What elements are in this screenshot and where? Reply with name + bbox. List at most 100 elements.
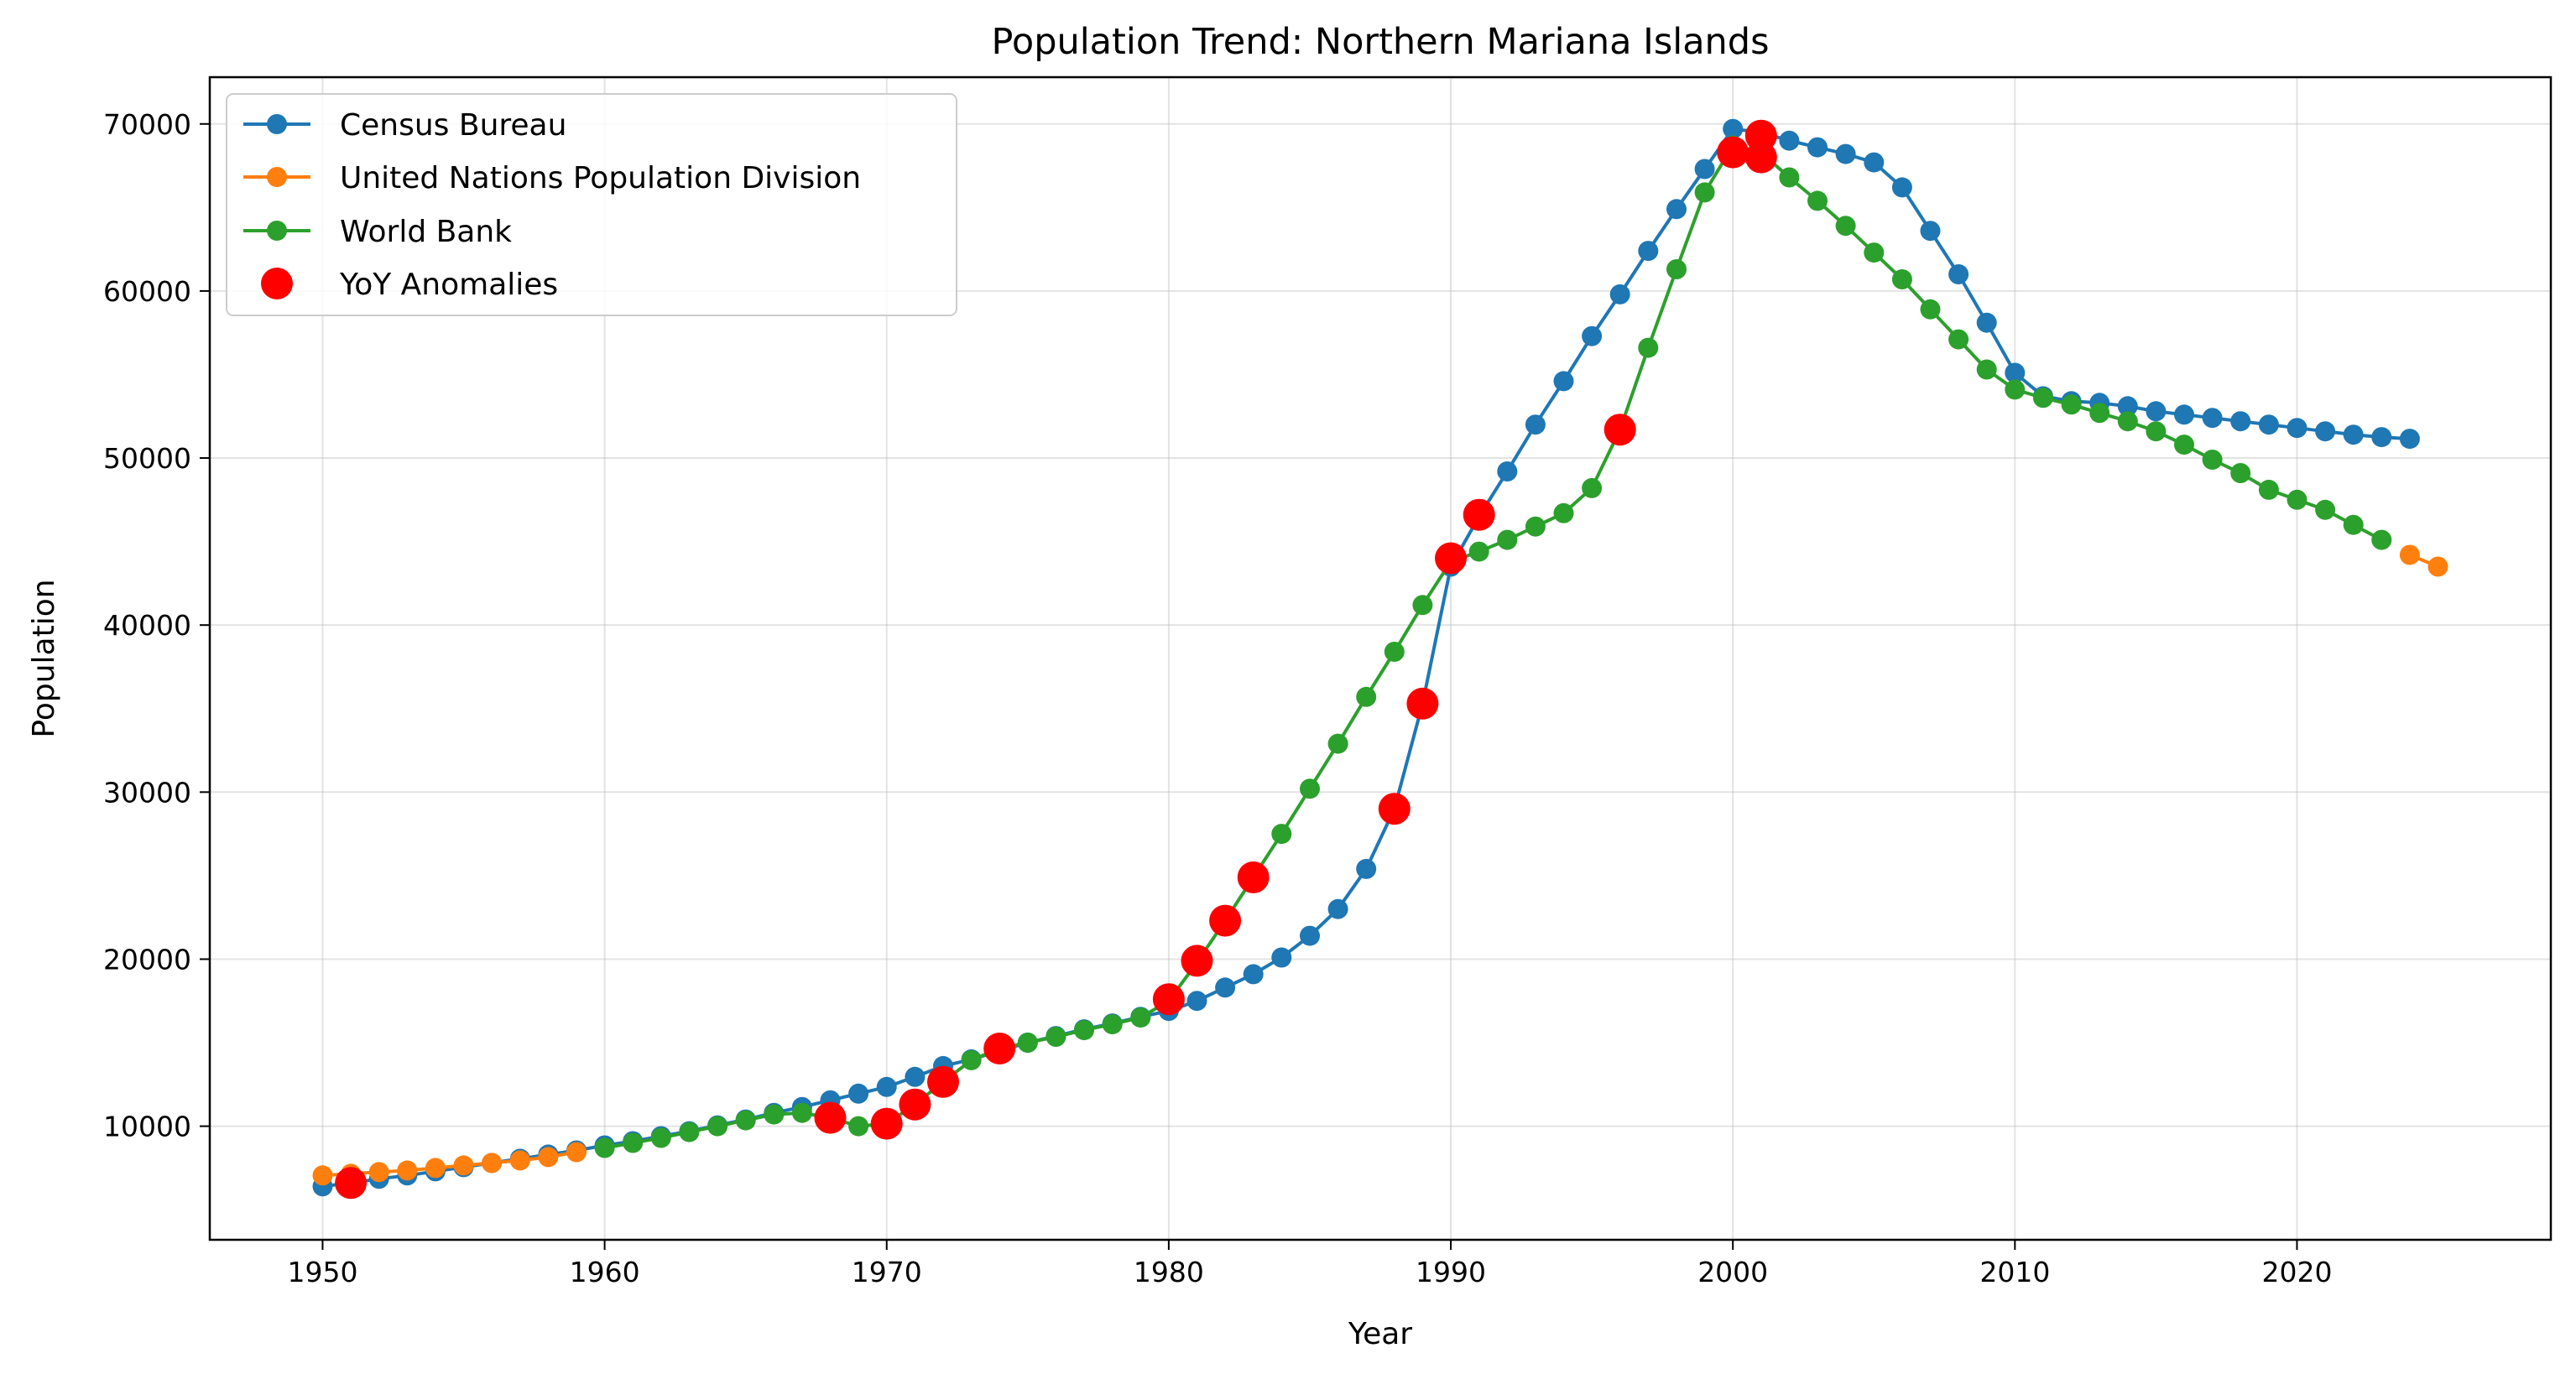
- legend-label-anomalies: YoY Anomalies: [339, 268, 558, 302]
- legend-entry-anomalies: YoY Anomalies: [261, 268, 558, 302]
- data-point: [2230, 411, 2251, 432]
- data-point: [1609, 284, 1630, 304]
- data-point: [2230, 463, 2251, 483]
- y-axis-title: Population: [27, 579, 61, 737]
- data-point: [2174, 404, 2194, 425]
- data-point: [2287, 489, 2307, 510]
- data-point: [2202, 408, 2223, 429]
- legend-box: [226, 93, 957, 316]
- x-axis-title: Year: [1348, 1317, 1412, 1351]
- data-point: [848, 1083, 869, 1104]
- data-point: [1582, 325, 1603, 346]
- data-point: [2315, 499, 2336, 520]
- anomaly-point: [870, 1107, 903, 1140]
- axes: 1950 1960 1970 1980 1990 2000 2010 2020 10000 200…: [103, 108, 2332, 1288]
- data-point: [1046, 1027, 1066, 1047]
- data-point: [397, 1160, 418, 1181]
- y-tick-label: 70000: [103, 108, 191, 141]
- anomaly-point: [1237, 861, 1270, 893]
- plot-frame: [208, 75, 2553, 1241]
- legend-label-un: United Nations Population Division: [340, 161, 861, 195]
- data-point: [1666, 199, 1687, 220]
- data-point: [482, 1153, 503, 1174]
- data-point: [2202, 450, 2223, 470]
- data-point: [1976, 312, 1997, 333]
- anomaly-point: [1717, 136, 1749, 169]
- data-point: [566, 1142, 587, 1163]
- data-point: [1694, 159, 1715, 180]
- data-point: [312, 1165, 333, 1186]
- x-tick-label: 1990: [1416, 1256, 1486, 1288]
- data-point: [1666, 259, 1687, 279]
- data-point: [2371, 529, 2392, 550]
- data-point: [650, 1127, 671, 1148]
- legend-entry-worldbank: World Bank: [243, 215, 512, 249]
- data-point: [1638, 241, 1659, 262]
- x-tick-label: 1980: [1134, 1256, 1204, 1288]
- anomaly-point: [814, 1101, 847, 1134]
- legend-marker-census: [267, 114, 287, 134]
- anomaly-point: [1435, 542, 1467, 575]
- data-point: [735, 1110, 756, 1131]
- data-point: [876, 1076, 897, 1097]
- data-point: [1948, 329, 1969, 350]
- data-point: [1017, 1033, 1038, 1053]
- series-line: [604, 143, 2383, 1150]
- y-tick-label: 10000: [103, 1111, 191, 1143]
- data-point: [2427, 556, 2448, 577]
- data-point: [2174, 435, 2194, 455]
- anomaly-point: [1181, 945, 1213, 977]
- data-point: [1384, 642, 1405, 662]
- data-point: [1525, 516, 1546, 537]
- data-point: [2258, 414, 2279, 435]
- data-point: [1300, 778, 1320, 799]
- data-point: [1271, 824, 1292, 845]
- legend-marker-un: [267, 167, 287, 187]
- anomaly-point: [1152, 983, 1185, 1016]
- data-point: [1779, 167, 1800, 188]
- data-point: [1356, 858, 1377, 879]
- anomaly-point: [1209, 904, 1242, 937]
- data-point: [2399, 544, 2420, 565]
- data-point: [1525, 414, 1546, 435]
- data-point: [453, 1155, 474, 1176]
- x-tick-label: 1950: [287, 1256, 357, 1288]
- legend-label-worldbank: World Bank: [340, 215, 512, 249]
- data-point: [2343, 514, 2364, 535]
- data-point: [1891, 269, 1912, 289]
- anomaly-point: [1463, 498, 1495, 531]
- data-point: [1920, 221, 1941, 242]
- series-world-bank: [594, 135, 2392, 1158]
- data-point: [1074, 1020, 1094, 1041]
- data-point: [594, 1137, 615, 1158]
- legend-entry-un: United Nations Population Division: [243, 161, 861, 195]
- data-point: [1638, 337, 1659, 358]
- data-point: [1779, 130, 1800, 151]
- data-point: [1948, 264, 1969, 284]
- data-point: [961, 1049, 982, 1070]
- data-point: [509, 1150, 530, 1171]
- data-point: [1553, 502, 1574, 523]
- data-point: [1327, 898, 1348, 919]
- data-point: [2117, 411, 2138, 432]
- data-point: [1807, 137, 1828, 158]
- data-point: [1412, 595, 1433, 616]
- data-point: [1271, 947, 1292, 968]
- data-point: [2343, 424, 2364, 445]
- data-point: [2005, 362, 2026, 383]
- data-point: [1864, 242, 1885, 263]
- legend-marker-anomalies: [261, 268, 293, 299]
- data-point: [1130, 1007, 1151, 1028]
- data-point: [2399, 429, 2420, 450]
- data-point: [764, 1104, 785, 1125]
- data-point: [1976, 359, 1997, 380]
- data-point: [538, 1147, 559, 1168]
- data-point: [2089, 403, 2110, 424]
- data-point: [2371, 427, 2392, 448]
- data-point: [623, 1132, 644, 1153]
- data-point: [2117, 396, 2138, 417]
- data-point: [1723, 118, 1744, 139]
- data-point: [368, 1162, 389, 1183]
- data-point: [2258, 479, 2279, 500]
